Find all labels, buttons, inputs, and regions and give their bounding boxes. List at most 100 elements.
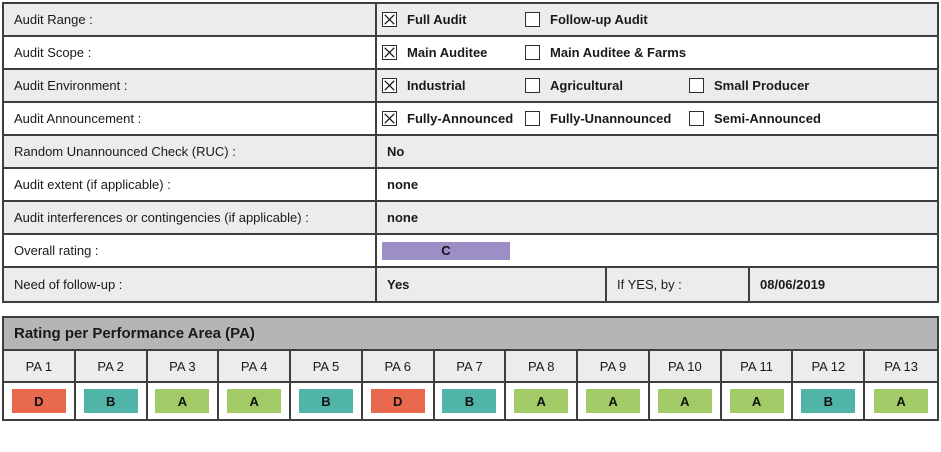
audit-summary-page: Audit Range : Full Audit Follow-up Audit… (2, 2, 939, 421)
checkbox-industrial[interactable] (382, 78, 397, 93)
pa-rating-row: D B A A B D B A A A A B A (4, 383, 937, 419)
option-label: Follow-up Audit (550, 12, 648, 27)
checkbox-main-auditee-farms[interactable] (525, 45, 540, 60)
pa-rating-badge: A (729, 389, 784, 413)
pa-rating-badge: A (514, 389, 569, 413)
option-label: Small Producer (714, 78, 810, 93)
pa-rating-badge: B (442, 389, 497, 413)
pa-table-title: Rating per Performance Area (PA) (4, 318, 937, 351)
pa-rating-cell: A (506, 383, 579, 419)
overall-rating-badge: C (382, 241, 510, 260)
row-label: Random Unannounced Check (RUC) : (4, 136, 377, 167)
pa-rating-badge: D (11, 389, 66, 413)
pa-column-header: PA 13 (865, 351, 937, 383)
check-x-icon (384, 80, 395, 91)
row-label: Audit interferences or contingencies (if… (4, 202, 377, 233)
option-fully-announced: Fully-Announced (382, 103, 513, 134)
pa-rating-cell: D (4, 383, 76, 419)
checkbox-semi-announced[interactable] (689, 111, 704, 126)
pa-rating-badge: A (227, 389, 282, 413)
row-content: Industrial Agricultural Small Producer (377, 70, 937, 101)
option-label: Fully-Unannounced (550, 111, 672, 126)
row-content: none (377, 169, 937, 200)
row-value: none (387, 210, 419, 225)
pa-column-header: PA 3 (147, 351, 220, 383)
row-label: Audit Scope : (4, 37, 377, 68)
form-row-audit-range: Audit Range : Full Audit Follow-up Audit (4, 4, 937, 37)
pa-rating-cell: B (291, 383, 363, 419)
pa-rating-cell: A (147, 383, 220, 419)
form-row-audit-interferences: Audit interferences or contingencies (if… (4, 202, 937, 235)
pa-rating-cell: D (362, 383, 435, 419)
follow-up-date: 08/06/2019 (760, 277, 826, 292)
row-value: No (387, 144, 405, 159)
pa-column-header: PA 12 (793, 351, 866, 383)
follow-up-value: Yes (377, 268, 607, 301)
row-label: Audit Range : (4, 4, 377, 35)
option-small-producer: Small Producer (689, 70, 809, 101)
pa-rating-badge: B (801, 389, 856, 413)
row-label: Overall rating : (4, 235, 377, 266)
form-row-ruc: Random Unannounced Check (RUC) : No (4, 136, 937, 169)
pa-rating-badge: A (155, 389, 210, 413)
pa-rating-badge: D (370, 389, 425, 413)
pa-column-header: PA 7 (434, 351, 507, 383)
row-label: Need of follow-up : (4, 268, 377, 301)
option-follow-up-audit: Follow-up Audit (525, 4, 648, 35)
checkbox-main-auditee[interactable] (382, 45, 397, 60)
option-label: Fully-Announced (407, 111, 514, 126)
pa-rating-cell: A (578, 383, 650, 419)
pa-rating-badge: A (657, 389, 712, 413)
row-content: none (377, 202, 937, 233)
pa-rating-cell: B (434, 383, 507, 419)
pa-column-header: PA 6 (362, 351, 435, 383)
row-content: Main Auditee Main Auditee & Farms (377, 37, 937, 68)
option-label: Main Auditee & Farms (550, 45, 687, 60)
row-content: C (377, 235, 937, 266)
checkbox-follow-up-audit[interactable] (525, 12, 540, 27)
row-content: Fully-Announced Fully-Unannounced Semi-A… (377, 103, 937, 134)
checkbox-fully-announced[interactable] (382, 111, 397, 126)
row-label: Audit Environment : (4, 70, 377, 101)
option-full-audit: Full Audit (382, 4, 466, 35)
option-semi-announced: Semi-Announced (689, 103, 821, 134)
row-label: Audit Announcement : (4, 103, 377, 134)
option-main-auditee: Main Auditee (382, 37, 487, 68)
pa-rating-badge: B (83, 389, 138, 413)
row-content: No (377, 136, 937, 167)
pa-rating-table: Rating per Performance Area (PA) PA 1 PA… (2, 316, 939, 421)
pa-column-header: PA 5 (291, 351, 363, 383)
pa-column-header: PA 4 (219, 351, 292, 383)
checkbox-agricultural[interactable] (525, 78, 540, 93)
pa-rating-cell: A (219, 383, 292, 419)
form-row-audit-scope: Audit Scope : Main Auditee Main Auditee … (4, 37, 937, 70)
checkbox-full-audit[interactable] (382, 12, 397, 27)
pa-rating-badge: A (874, 389, 929, 413)
pa-rating-badge: A (586, 389, 641, 413)
pa-rating-cell: A (649, 383, 722, 419)
row-label: Audit extent (if applicable) : (4, 169, 377, 200)
pa-column-header: PA 2 (75, 351, 148, 383)
option-label: Semi-Announced (714, 111, 821, 126)
check-x-icon (384, 47, 395, 58)
checkbox-fully-unannounced[interactable] (525, 111, 540, 126)
pa-rating-cell: A (865, 383, 937, 419)
audit-form-table: Audit Range : Full Audit Follow-up Audit… (2, 2, 939, 303)
row-value: none (387, 177, 419, 192)
option-industrial: Industrial (382, 70, 466, 101)
form-row-audit-environment: Audit Environment : Industrial Agricultu… (4, 70, 937, 103)
pa-column-header: PA 8 (506, 351, 579, 383)
option-main-auditee-farms: Main Auditee & Farms (525, 37, 686, 68)
form-row-audit-announcement: Audit Announcement : Fully-Announced Ful… (4, 103, 937, 136)
option-fully-unannounced: Fully-Unannounced (525, 103, 671, 134)
pa-column-header: PA 10 (649, 351, 722, 383)
checkbox-small-producer[interactable] (689, 78, 704, 93)
option-agricultural: Agricultural (525, 70, 623, 101)
option-label: Industrial (407, 78, 466, 93)
pa-rating-cell: B (75, 383, 148, 419)
pa-column-header: PA 9 (578, 351, 650, 383)
check-x-icon (384, 14, 395, 25)
form-row-overall-rating: Overall rating : C (4, 235, 937, 268)
option-label: Agricultural (550, 78, 623, 93)
form-row-need-of-follow-up: Need of follow-up : Yes If YES, by : 08/… (4, 268, 937, 301)
